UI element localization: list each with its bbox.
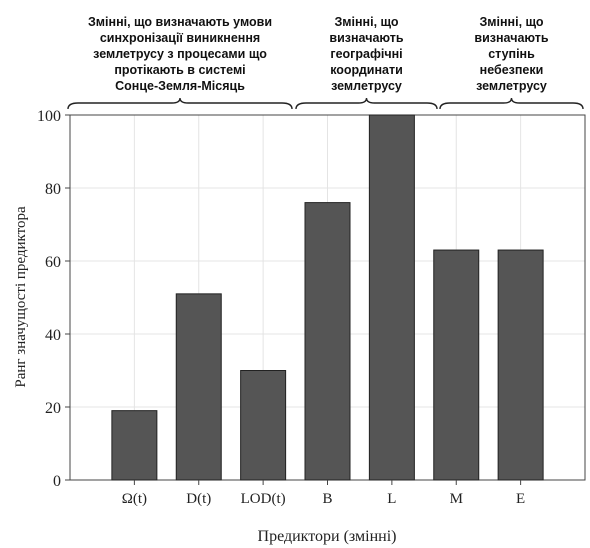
x-tick-label: Ω(t) [122, 491, 147, 507]
x-tick-labels: Ω(t) D(t) LOD(t) B L M E [122, 480, 525, 507]
group-brace [295, 97, 438, 110]
x-tick-label: D(t) [186, 491, 211, 507]
bar-5 [433, 249, 480, 481]
group-brace [67, 97, 293, 110]
group-label: Змінні, що визначають умови синхронізації… [68, 14, 292, 94]
group-label-line: визначають [474, 31, 549, 45]
group-label-line: Змінні, що [479, 15, 544, 29]
y-tick-label: 80 [45, 181, 61, 198]
y-tick-labels: 0 20 40 60 80 100 [37, 108, 70, 490]
group-label-line: землетрусу з процесами що [93, 47, 267, 61]
x-tick-label: L [387, 491, 396, 507]
group-brace [439, 97, 584, 110]
group-label: Змінні, що визначають географічні координат… [296, 14, 437, 94]
bar-3 [304, 202, 351, 481]
x-axis-label: Предиктори (змінні) [258, 528, 397, 545]
group-label-line: визначають [329, 31, 404, 45]
bar-6 [497, 249, 544, 481]
group-label-line: координати [330, 63, 403, 77]
bar-1 [175, 293, 222, 481]
x-tick-label: LOD(t) [241, 491, 286, 507]
x-tick-label: E [516, 491, 525, 507]
y-tick-label: 40 [45, 327, 61, 344]
group-label-line: Змінні, що [334, 15, 399, 29]
group-label-line: небезпеки [479, 63, 544, 77]
group-braces [67, 97, 584, 110]
bar-2 [240, 370, 287, 481]
group-label-line: протікають в системі [114, 63, 246, 77]
group-label-line: Сонце-Земля-Місяць [115, 79, 245, 93]
x-tick-label: M [450, 491, 463, 507]
bar-0 [111, 410, 158, 481]
group-label-line: синхронізації виникнення [99, 31, 261, 45]
y-tick-label: 20 [45, 400, 61, 417]
group-label-line: Змінні, що визначають умови [87, 15, 273, 29]
y-tick-label: 100 [37, 108, 61, 125]
group-label-line: землетрусу [331, 79, 402, 93]
bar-4 [368, 114, 415, 481]
group-label: Змінні, що визначають ступінь небезпеки земл… [440, 14, 583, 94]
x-tick-label: B [322, 491, 332, 507]
group-label-line: географічні [330, 47, 403, 61]
y-axis-label: Ранг значущості предиктора [13, 206, 29, 388]
y-tick-label: 60 [45, 254, 61, 271]
y-tick-label: 0 [53, 473, 61, 490]
group-label-line: ступінь [488, 47, 535, 61]
group-label-line: землетрусу [476, 79, 547, 93]
